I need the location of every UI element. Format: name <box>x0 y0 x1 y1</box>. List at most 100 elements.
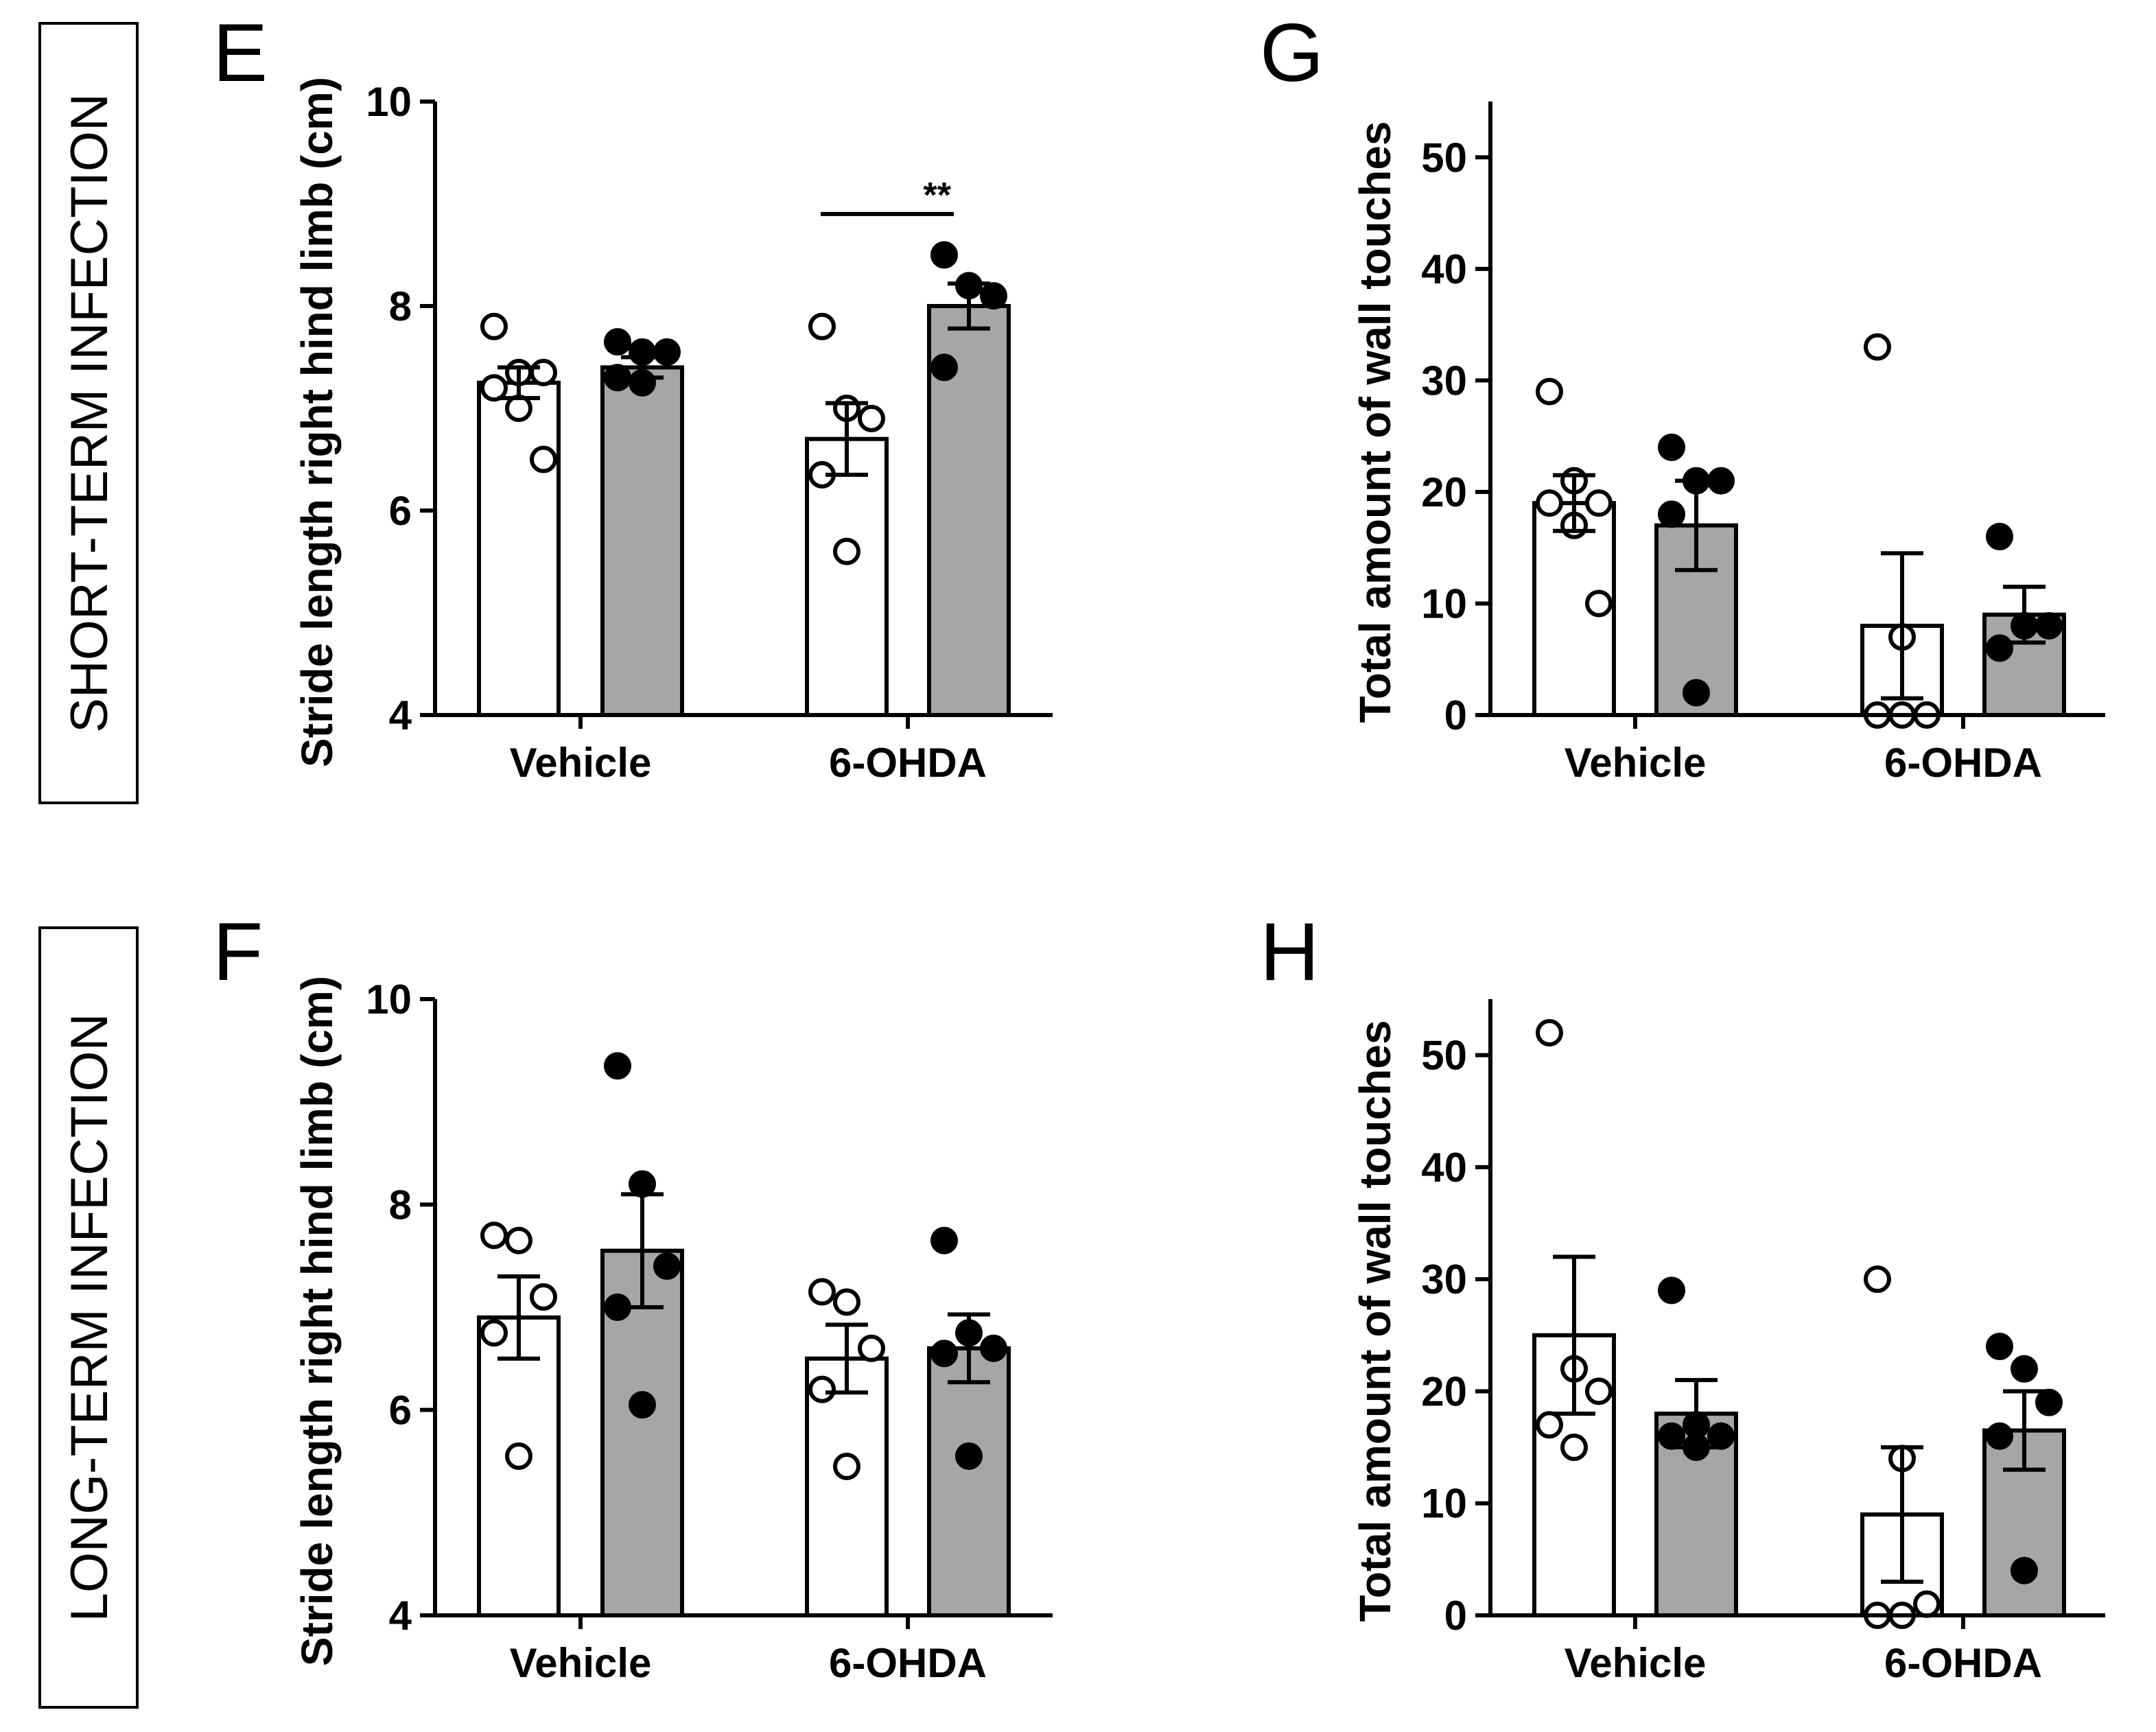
point-filled <box>1658 433 1685 461</box>
x-tick-label: 6-OHDA <box>1884 1640 2042 1686</box>
y-tick-label: 40 <box>1421 1145 1467 1191</box>
panel-letter: G <box>1260 7 1324 99</box>
y-tick-label: 40 <box>1421 246 1467 292</box>
point-open <box>808 312 836 340</box>
point-filled <box>2035 611 2063 640</box>
point-open <box>480 312 508 340</box>
y-tick-label: 10 <box>1421 1481 1467 1527</box>
y-tick-label: 8 <box>389 283 412 329</box>
y-tick-label: 4 <box>389 692 412 738</box>
bar-vehicle <box>477 380 561 717</box>
y-tick-label: 10 <box>366 79 412 125</box>
point-open <box>1585 489 1613 517</box>
row-label-bottom-text: LONG-TERM INFECTION <box>60 1014 119 1622</box>
panel-f: F Stride length right hind limb (cm) 4 6 8 10… <box>213 906 1053 1686</box>
point-open <box>858 1334 885 1362</box>
point-open <box>1913 1590 1941 1618</box>
y-tick-label: 30 <box>1421 358 1467 403</box>
point-filled <box>2011 1355 2038 1383</box>
panel-e: E Stride length right hind limb (cm) 4 6 8 10… <box>213 7 1053 786</box>
point-open <box>1536 1018 1563 1046</box>
point-filled <box>1707 1422 1735 1450</box>
point-filled <box>604 1052 631 1080</box>
x-tick-label: 6-OHDA <box>829 1640 987 1686</box>
panel-h: H Total amount of wall touches 0 10 20 30 40 50… <box>1260 906 2105 1686</box>
point-filled <box>653 1252 681 1280</box>
y-axis-label: Stride length right hind limb (cm) <box>292 976 342 1666</box>
point-filled <box>1658 1422 1685 1450</box>
y-tick-label: 8 <box>389 1182 412 1228</box>
panel-g: G Total amount of wall touches 0 10 20 30 40 50… <box>1260 7 2105 786</box>
row-label-bottom: LONG-TERM INFECTION <box>38 926 139 1709</box>
point-open <box>808 1375 836 1403</box>
y-tick-label: 0 <box>1444 692 1467 738</box>
y-tick-label: 6 <box>389 1388 412 1433</box>
point-open <box>1864 333 1891 361</box>
point-open <box>1585 1377 1613 1405</box>
point-filled <box>930 353 958 382</box>
x-tick-label: Vehicle <box>1565 1640 1707 1686</box>
point-filled <box>1986 1422 2013 1450</box>
point-filled <box>930 241 958 269</box>
point-open <box>1536 377 1563 406</box>
point-filled <box>604 328 631 356</box>
point-open <box>833 1452 860 1480</box>
y-tick-label: 0 <box>1444 1593 1467 1639</box>
point-filled <box>1658 1276 1685 1304</box>
y-tick-label: 50 <box>1421 1033 1467 1079</box>
point-open <box>480 1319 508 1347</box>
point-filled <box>930 1339 958 1368</box>
panel-letter: F <box>213 906 263 998</box>
y-axis-label: Total amount of wall touches <box>1350 121 1400 723</box>
point-open <box>480 1221 508 1250</box>
y-tick-label: 4 <box>389 1593 412 1639</box>
significance-label: ** <box>924 176 952 215</box>
y-tick-label: 20 <box>1421 469 1467 515</box>
point-open <box>833 1288 860 1316</box>
point-filled <box>629 1391 656 1419</box>
point-filled <box>2035 1388 2063 1416</box>
y-axis-label: Stride length right hind limb (cm) <box>292 77 342 767</box>
point-open <box>833 537 860 565</box>
point-open <box>1585 589 1613 618</box>
point-filled <box>955 1442 983 1471</box>
point-open <box>530 358 557 386</box>
point-filled <box>980 282 1007 310</box>
point-filled <box>1986 634 2013 662</box>
y-tick-label: 10 <box>366 976 412 1022</box>
y-tick-label: 20 <box>1421 1368 1467 1414</box>
point-filled <box>1658 500 1685 528</box>
point-filled <box>1986 1333 2013 1361</box>
x-tick-label: Vehicle <box>510 1640 652 1686</box>
point-open <box>1864 1265 1891 1294</box>
y-tick-label: 30 <box>1421 1256 1467 1302</box>
y-tick-label: 6 <box>389 488 412 534</box>
point-filled <box>1986 522 2013 550</box>
bar-treated <box>600 365 684 718</box>
point-open <box>858 404 885 432</box>
point-filled <box>653 338 681 366</box>
y-tick-label: 10 <box>1421 581 1467 627</box>
point-open <box>1536 1411 1563 1439</box>
point-filled <box>980 1334 1007 1362</box>
point-open <box>480 374 508 402</box>
point-filled <box>629 1170 656 1198</box>
y-axis-label: Total amount of wall touches <box>1350 1020 1400 1622</box>
bar-treated <box>927 304 1011 717</box>
row-label-top-text: SHORT-TERM INFECTION <box>60 93 119 733</box>
x-tick-label: Vehicle <box>1565 740 1707 786</box>
row-label-top: SHORT-TERM INFECTION <box>38 22 139 804</box>
point-filled <box>930 1226 958 1254</box>
point-open <box>530 1283 557 1311</box>
bar-treated <box>927 1346 1011 1618</box>
panel-letter: H <box>1260 906 1320 998</box>
x-tick-label: Vehicle <box>510 740 652 786</box>
point-open <box>1536 489 1563 517</box>
x-tick-label: 6-OHDA <box>1884 740 2042 786</box>
point-open <box>1560 1433 1588 1462</box>
panel-letter: E <box>213 7 268 99</box>
y-tick-label: 50 <box>1421 134 1467 180</box>
point-open <box>530 445 557 473</box>
x-tick-label: 6-OHDA <box>829 740 987 786</box>
